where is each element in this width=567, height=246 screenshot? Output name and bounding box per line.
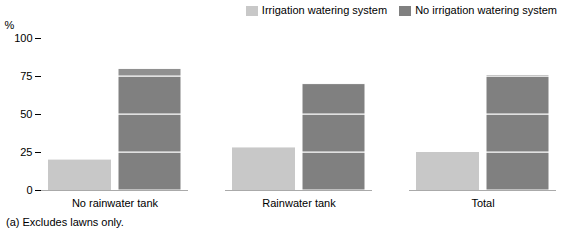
- svg-text:50: 50: [20, 108, 32, 120]
- svg-text:Rainwater tank: Rainwater tank: [262, 197, 336, 209]
- svg-text:%: %: [5, 19, 15, 31]
- svg-text:75: 75: [20, 70, 32, 82]
- svg-text:Total: Total: [471, 197, 494, 209]
- svg-text:0: 0: [26, 184, 32, 196]
- html-text:Irrigation watering system: Irrigation watering system: [261, 4, 388, 16]
- svg-text:No rainwater tank: No rainwater tank: [72, 197, 159, 209]
- html-text:(a) Excludes lawns only.: (a) Excludes lawns only.: [6, 216, 124, 228]
- html-text:No irrigation watering system: No irrigation watering system: [415, 4, 557, 16]
- svg-text:25: 25: [20, 146, 32, 158]
- svg-text:100: 100: [14, 32, 32, 44]
